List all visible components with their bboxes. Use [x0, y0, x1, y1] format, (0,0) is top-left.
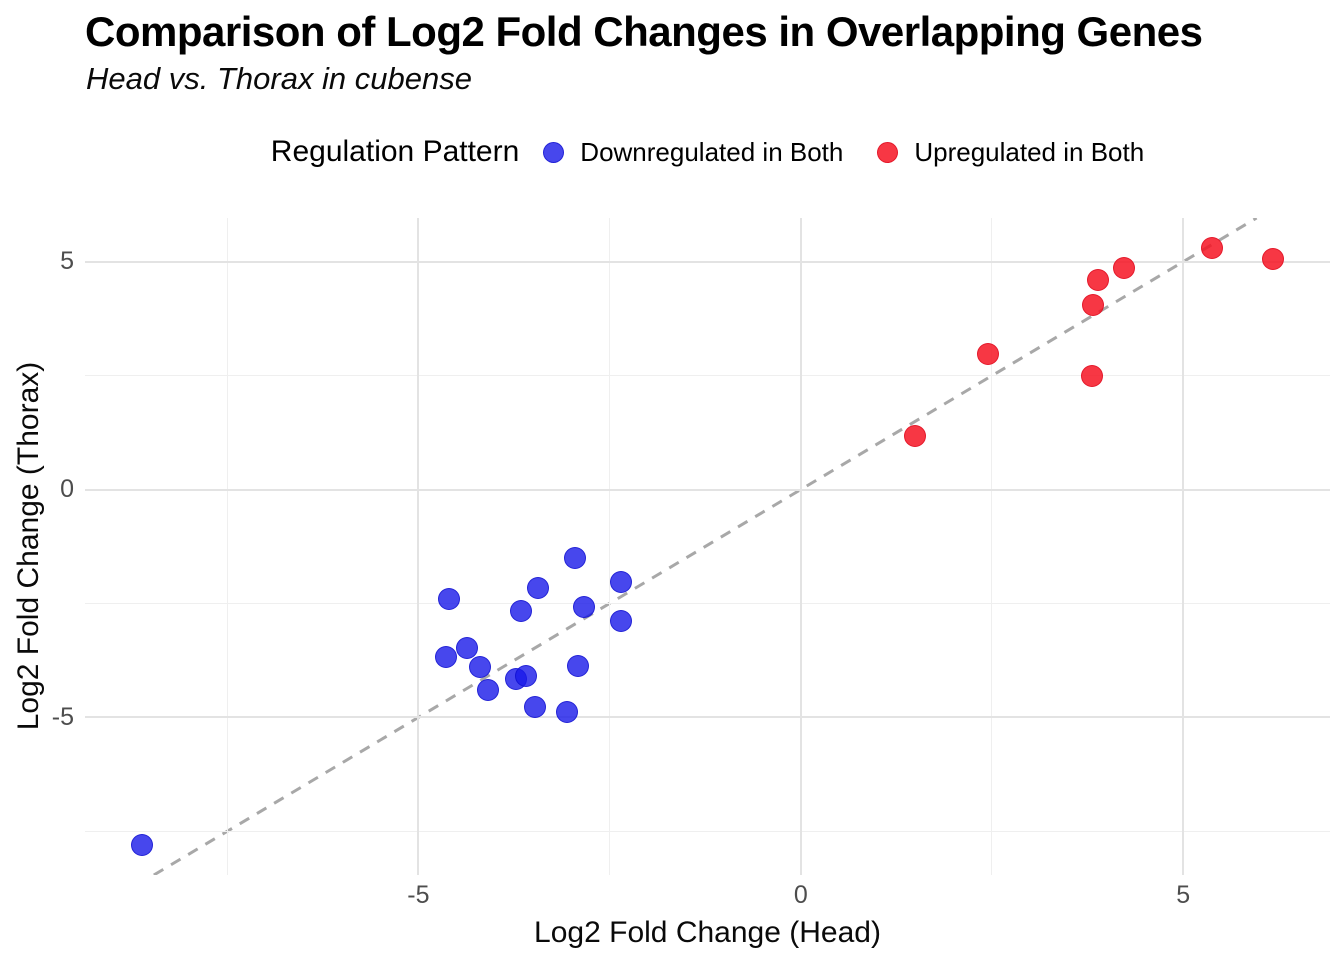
scatter-point-upregulated	[1261, 248, 1284, 271]
scatter-point-downregulated	[509, 599, 532, 622]
major-gridline-y	[85, 488, 1330, 491]
scatter-point-downregulated	[130, 833, 153, 856]
scatter-point-downregulated	[610, 609, 633, 632]
legend-item-upregulated: Upregulated in Both	[877, 137, 1144, 168]
minor-gridline-y	[85, 602, 1330, 604]
scatter-point-upregulated	[1081, 364, 1104, 387]
legend-title: Regulation Pattern	[270, 135, 520, 168]
x-tick-label: 0	[793, 881, 808, 909]
identity-line-layer	[153, 218, 1258, 875]
minor-gridline-x	[991, 218, 993, 875]
chart-subtitle: Head vs. Thorax in cubense	[86, 61, 472, 96]
scatter-point-downregulated	[564, 547, 587, 570]
scatter-point-downregulated	[523, 695, 546, 718]
scatter-point-upregulated	[977, 342, 1000, 365]
x-tick-label: 5	[1176, 881, 1191, 909]
major-gridline-y	[85, 716, 1330, 719]
plot-panel	[85, 218, 1330, 875]
major-gridline-y	[85, 260, 1330, 263]
scatter-point-downregulated	[477, 679, 500, 702]
x-tick-label: -5	[407, 881, 430, 909]
scatter-point-upregulated	[1201, 237, 1224, 260]
scatter-point-upregulated	[1086, 269, 1109, 292]
scatter-point-downregulated	[610, 571, 633, 594]
legend-item-label: Downregulated in Both	[580, 136, 844, 167]
legend-dot-red-icon	[877, 141, 899, 163]
y-axis-tick-labels: 5 0 -5	[0, 218, 74, 875]
scatter-point-downregulated	[438, 587, 461, 610]
major-gridline-x	[417, 218, 420, 875]
major-gridline-x	[799, 218, 802, 875]
legend-item-downregulated: Downregulated in Both	[543, 137, 843, 168]
scatter-point-downregulated	[572, 595, 595, 618]
scatter-point-downregulated	[555, 700, 578, 723]
minor-gridline-x	[609, 218, 611, 875]
scatter-point-downregulated	[527, 576, 550, 599]
legend-dot-blue-icon	[543, 141, 565, 163]
y-tick-label: 5	[60, 247, 74, 276]
legend: Regulation Pattern Downregulated in Both…	[85, 132, 1330, 172]
scatter-point-upregulated	[1081, 294, 1104, 317]
x-axis-tick-labels: -5 0 5	[85, 883, 1330, 913]
identity-dashed-line	[153, 218, 1258, 875]
y-tick-label: 0	[60, 475, 74, 504]
minor-gridline-y	[85, 375, 1330, 377]
scatter-point-upregulated	[1112, 257, 1135, 280]
y-tick-label: -5	[51, 702, 74, 731]
chart-title: Comparison of Log2 Fold Changes in Overl…	[85, 8, 1203, 55]
scatter-point-downregulated	[468, 655, 491, 678]
scatter-point-downregulated	[515, 665, 538, 688]
minor-gridline-x	[226, 218, 228, 875]
scatter-point-downregulated	[567, 655, 590, 678]
x-axis-title: Log2 Fold Change (Head)	[534, 916, 881, 949]
scatter-point-downregulated	[434, 645, 457, 668]
scatter-point-downregulated	[455, 637, 478, 660]
legend-item-label: Upregulated in Both	[914, 136, 1145, 167]
major-gridline-x	[1182, 218, 1185, 875]
scatter-point-upregulated	[903, 425, 926, 448]
minor-gridline-y	[85, 830, 1330, 832]
